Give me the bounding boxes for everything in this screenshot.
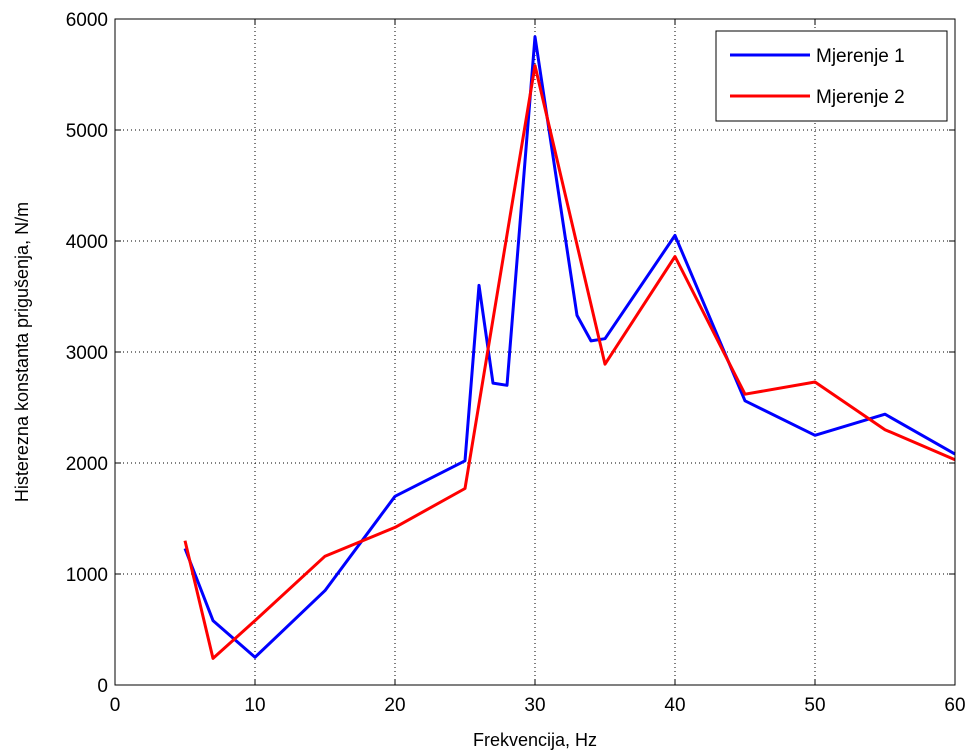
y-tick-label: 3000 [66, 343, 108, 364]
y-tick-label: 1000 [66, 565, 108, 586]
y-tick-label: 4000 [66, 232, 108, 253]
legend-label: Mjerenje 1 [816, 46, 905, 67]
legend: Mjerenje 1 Mjerenje 2 [715, 30, 948, 122]
series-line-2 [183, 64, 956, 660]
grid [115, 19, 955, 685]
y-tick-label: 0 [97, 676, 108, 697]
x-tick-label: 20 [384, 695, 405, 716]
y-tick-label: 5000 [66, 121, 108, 142]
y-tick-label: 6000 [66, 10, 108, 31]
series-lines [183, 35, 956, 660]
ticks: 0 10 20 30 40 50 60 0 1000 2000 3000 4000 5000 6000 [66, 10, 966, 716]
x-tick-label: 30 [524, 695, 545, 716]
legend-label: Mjerenje 2 [816, 87, 905, 108]
x-tick-label: 10 [244, 695, 265, 716]
x-tick-label: 50 [804, 695, 825, 716]
x-tick-label: 0 [110, 695, 121, 716]
series-line-1 [183, 35, 956, 659]
y-tick-label: 2000 [66, 454, 108, 475]
legend-box [715, 30, 948, 122]
y-axis-label: Histerezna konstanta prigušenja, N/m [12, 202, 32, 502]
x-axis-label: Frekvencija, Hz [473, 730, 597, 750]
x-tick-label: 40 [664, 695, 685, 716]
x-tick-label: 60 [944, 695, 965, 716]
